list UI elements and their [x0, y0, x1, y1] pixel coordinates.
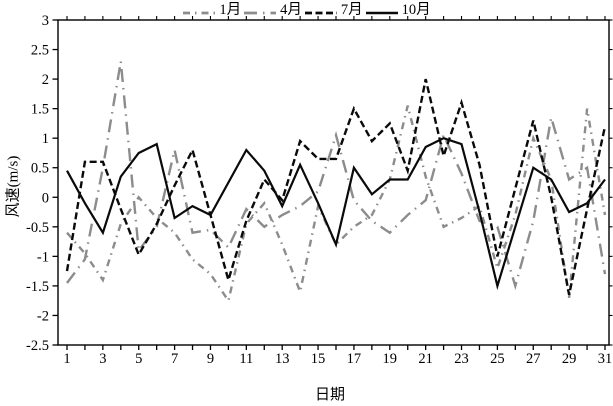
x-tick-label: 13: [275, 351, 290, 367]
x-tick-label: 19: [383, 351, 398, 367]
y-tick-label: -2.5: [26, 338, 49, 354]
legend-line-sample-jul: [304, 5, 338, 15]
x-tick-label: 21: [418, 351, 433, 367]
y-tick-label: 1.5: [31, 102, 49, 118]
series-line-jul: [65, 78, 607, 296]
y-tick-label: -0.5: [26, 220, 49, 236]
x-tick-label: 25: [490, 351, 505, 367]
y-tick-label: 2.5: [31, 43, 49, 59]
y-tick-label: -1: [37, 249, 49, 265]
y-tick-label: -1.5: [26, 279, 49, 295]
legend-label-oct: 10月: [401, 2, 431, 18]
x-tick-label: 29: [562, 351, 577, 367]
y-tick-label: -2: [37, 308, 49, 324]
legend-label-jan: 1月: [219, 2, 242, 18]
x-tick-label: 7: [171, 351, 178, 367]
y-tick-label: 1: [42, 131, 49, 147]
series-line-apr: [66, 61, 607, 291]
legend-line-sample-apr: [243, 5, 277, 15]
chart-legend: 1月 4月 7月 10月: [0, 1, 613, 19]
x-tick-label: 3: [99, 351, 106, 367]
x-tick-label: 9: [207, 351, 214, 367]
x-tick-label: 23: [454, 351, 469, 367]
x-tick-label: 15: [311, 351, 326, 367]
legend-item-jan: 1月: [182, 3, 241, 17]
plot-border: [57, 19, 610, 346]
x-tick-label: 11: [239, 351, 253, 367]
x-tick-label: 17: [347, 351, 362, 367]
x-tick-label: 27: [526, 351, 541, 367]
legend-label-jul: 7月: [340, 2, 363, 18]
x-tick-label: 31: [598, 351, 613, 367]
legend-line-sample-jan: [182, 5, 216, 15]
series-line-oct: [66, 137, 606, 291]
legend-label-apr: 4月: [280, 2, 302, 18]
y-tick-label: 2: [42, 72, 49, 88]
legend-item-apr: 4月: [243, 3, 302, 17]
x-tick-label: 1: [63, 351, 70, 367]
x-axis-title: 日期: [314, 387, 345, 403]
y-axis-title: 风速(m/s): [5, 155, 22, 218]
legend-line-sample-oct: [365, 5, 399, 15]
x-tick-label: 5: [135, 351, 142, 367]
legend-item-oct: 10月: [365, 3, 431, 17]
legend-item-jul: 7月: [304, 3, 363, 17]
y-tick-label: 0: [42, 190, 49, 206]
y-tick-label: 0.5: [31, 161, 49, 177]
y-tick-label: 3: [42, 13, 49, 29]
